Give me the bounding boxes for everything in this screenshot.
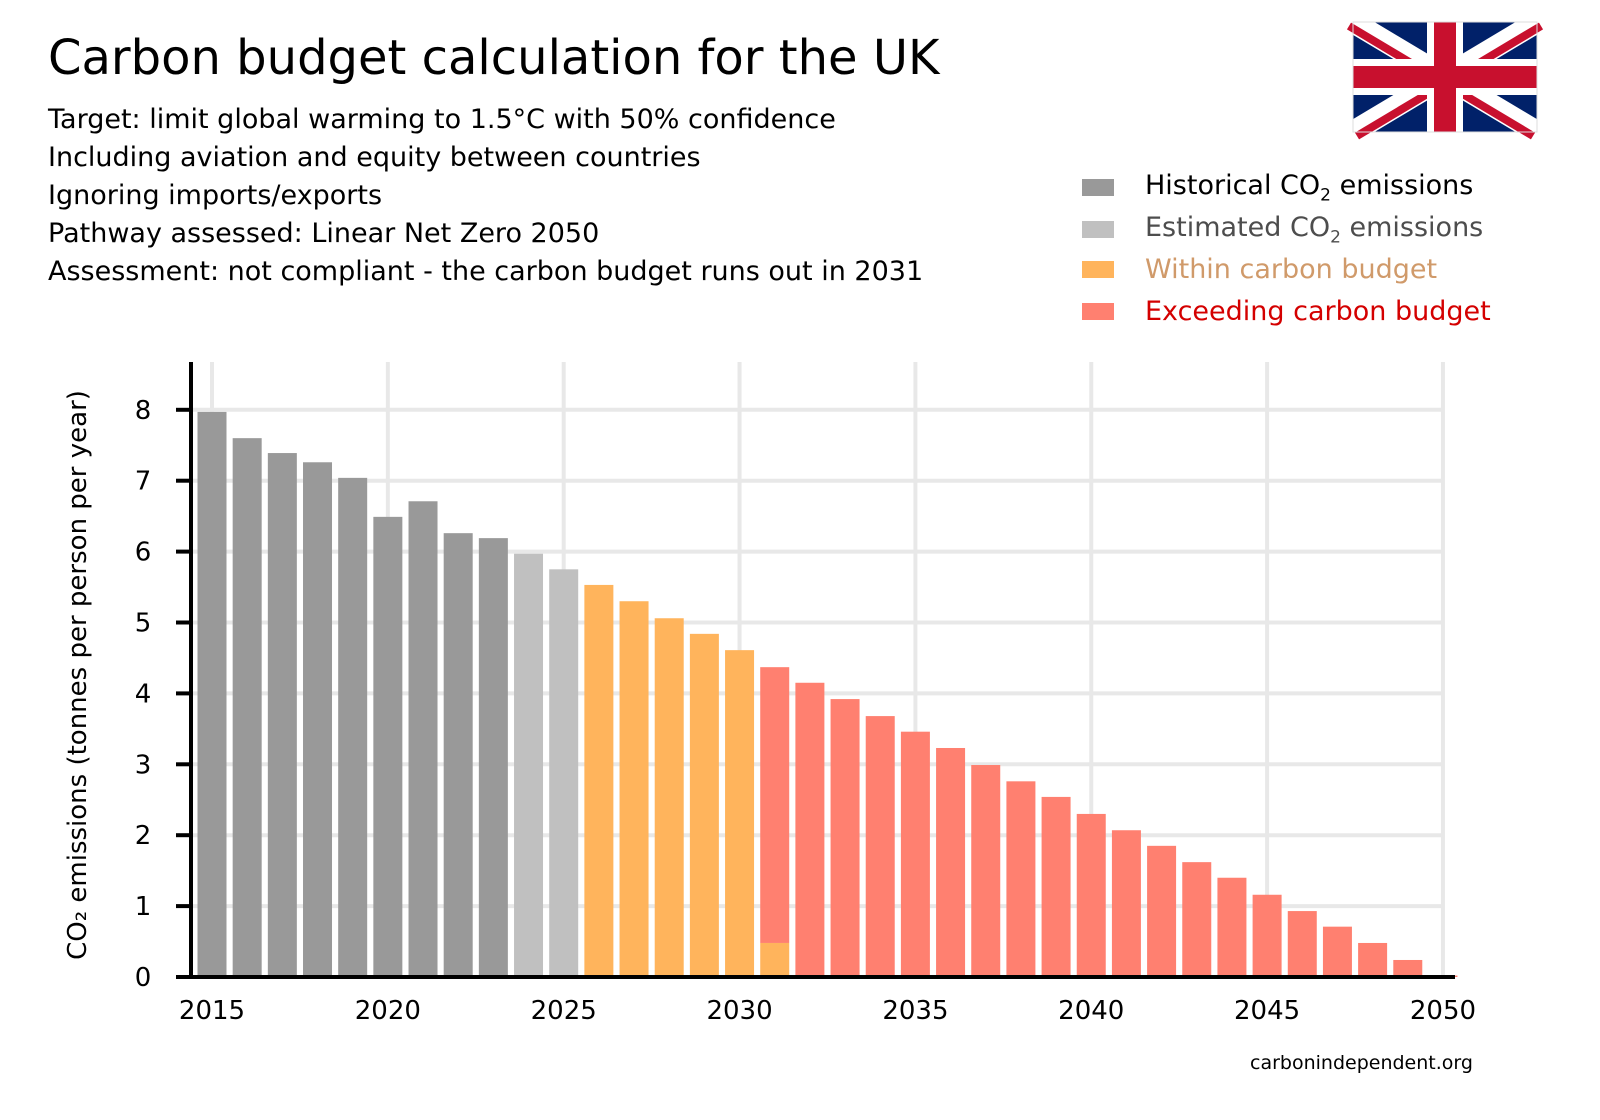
y-tick-label: 5 [135,609,152,639]
bar-2037 [971,765,1001,977]
x-tick-label: 2030 [706,996,772,1026]
y-tick-label: 8 [135,396,152,426]
y-tick-label: 6 [135,538,152,568]
legend-item: Historical CO2 emissions [1082,170,1473,205]
bar-2043 [1182,862,1212,977]
bar-2044 [1217,877,1247,977]
x-tick-label: 2020 [355,996,421,1026]
legend-swatch [1082,303,1114,320]
bar-2027 [619,601,649,977]
bar-2049 [1393,959,1423,977]
bar-2048 [1358,942,1388,977]
legend-label: Estimated CO2 emissions [1145,212,1484,248]
bar-2022 [443,533,473,977]
source-credit: carbonindependent.org [1250,1052,1473,1074]
bar-2018 [303,462,333,977]
bar-2028 [654,618,684,977]
legend-swatch [1082,261,1114,278]
subtitle-pathway: Pathway assessed: Linear Net Zero 2050 [48,218,600,249]
x-tick-label: 2035 [882,996,948,1026]
bar-2031 [760,942,790,977]
legend-swatch [1082,179,1114,197]
y-tick-label: 4 [135,679,152,709]
bar-2042 [1147,845,1177,977]
bar-2047 [1322,926,1352,977]
bar-2025 [549,569,579,977]
legend-swatch [1082,221,1114,239]
legend-item: Within carbon budget [1082,254,1437,285]
bar-2023 [478,538,508,977]
bar-2046 [1287,911,1317,977]
subtitle-scope: Including aviation and equity between co… [48,142,701,173]
bar-2033 [830,699,860,977]
bar-2039 [1041,796,1071,977]
bar-2024 [514,553,544,977]
bar-2031 [760,667,790,943]
bar-2034 [865,716,895,977]
y-tick-label: 3 [135,750,152,780]
bar-2029 [689,633,719,977]
bar-2019 [338,477,368,977]
bar-2032 [795,682,825,977]
bar-2015 [197,411,227,977]
x-tick-label: 2045 [1234,996,1300,1026]
x-tick-label: 2015 [179,996,245,1026]
bar-2036 [936,747,966,977]
bar-2026 [584,584,614,977]
x-tick-label: 2040 [1058,996,1124,1026]
y-tick-label: 7 [135,467,152,497]
bar-2041 [1111,830,1141,977]
y-tick-label: 2 [135,821,152,851]
x-tick-label: 2050 [1410,996,1476,1026]
subtitle-target: Target: limit global warming to 1.5°C wi… [48,104,836,135]
chart-title: Carbon budget calculation for the UK [48,30,940,86]
bar-2045 [1252,894,1282,977]
bar-2020 [373,516,403,977]
bar-2040 [1076,813,1106,977]
x-tick-label: 2025 [531,996,597,1026]
legend-label: Exceeding carbon budget [1145,296,1491,327]
y-tick-label: 0 [135,963,152,993]
bar-2021 [408,501,438,977]
bar-2038 [1006,781,1036,977]
subtitle-trade: Ignoring imports/exports [48,180,383,211]
bar-2017 [267,453,297,977]
legend-label: Within carbon budget [1145,254,1438,285]
legend-item: Exceeding carbon budget [1082,296,1491,327]
subtitle-assessment: Assessment: not compliant - the carbon b… [48,256,924,287]
bar-2030 [725,650,755,977]
bar-2035 [900,731,930,977]
y-axis-label: CO₂ emissions (tonnes per person per yea… [63,390,93,960]
bar-2016 [232,438,262,977]
legend-item: Estimated CO2 emissions [1082,212,1483,247]
y-tick-label: 1 [135,892,152,922]
legend-label: Historical CO2 emissions [1145,170,1474,206]
